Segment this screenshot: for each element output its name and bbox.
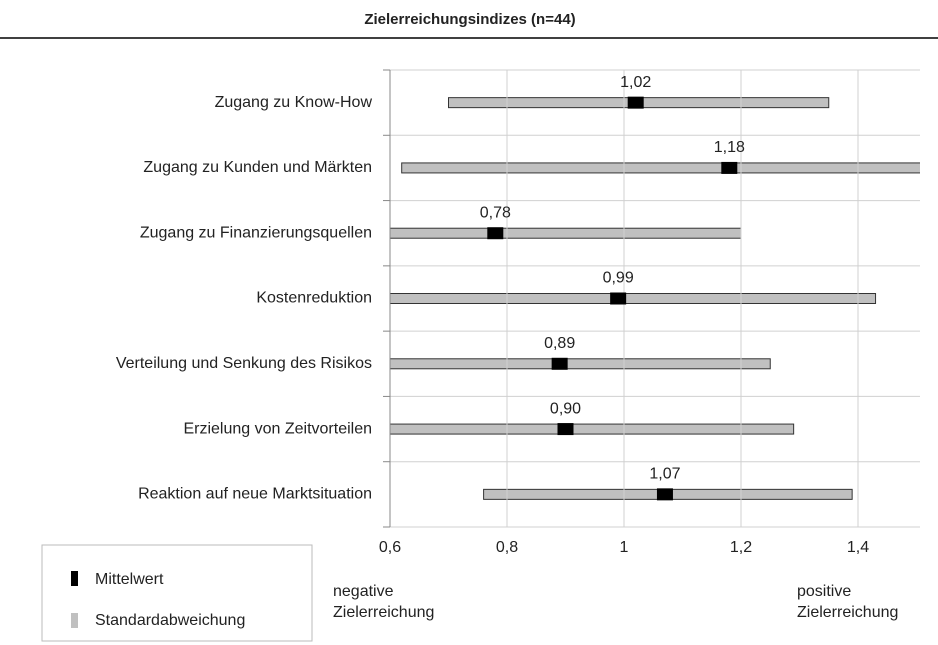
y-tick-label: Erzielung von Zeitvorteilen (183, 420, 372, 437)
annotation: Zielerreichung (333, 604, 434, 621)
legend-label: Mittelwert (95, 571, 164, 588)
value-label: 1,02 (620, 74, 651, 91)
value-label: 0,99 (603, 270, 634, 287)
value-label: 0,89 (544, 335, 575, 352)
legend-box (41, 544, 313, 642)
mean-marker (557, 423, 574, 436)
mean-marker (656, 488, 673, 501)
y-tick-label: Zugang zu Kunden und Märkten (143, 159, 372, 176)
legend-swatch (71, 613, 78, 628)
mean-marker (610, 292, 627, 305)
y-tick-label: Reaktion auf neue Marktsituation (138, 486, 372, 503)
mean-marker (487, 227, 504, 240)
x-tick-label: 1,2 (730, 539, 752, 556)
x-tick-label: 0,8 (496, 539, 518, 556)
x-tick-label: 1,4 (847, 539, 869, 556)
value-label: 0,90 (550, 400, 581, 417)
y-tick-label: Verteilung und Senkung des Risikos (116, 355, 372, 372)
x-tick-label: 1 (620, 539, 629, 556)
y-tick-label: Zugang zu Know-How (215, 94, 373, 111)
legend-label: Standardabweichung (95, 612, 245, 629)
mean-marker (627, 96, 644, 109)
value-label: 1,18 (714, 139, 745, 156)
annotation: Zielerreichung (797, 604, 898, 621)
value-label: 1,07 (649, 466, 680, 483)
annotation: negative (333, 583, 394, 600)
x-tick-label: 0,6 (379, 539, 401, 556)
y-tick-label: Zugang zu Finanzierungsquellen (140, 224, 372, 241)
chart-title: Zielerreichungsindizes (n=44) (364, 11, 575, 28)
annotation: positive (797, 583, 851, 600)
mean-marker (721, 161, 738, 174)
value-label: 0,78 (480, 204, 511, 221)
legend-swatch (71, 571, 78, 586)
y-tick-label: Kostenreduktion (256, 290, 372, 307)
mean-marker (551, 357, 568, 370)
